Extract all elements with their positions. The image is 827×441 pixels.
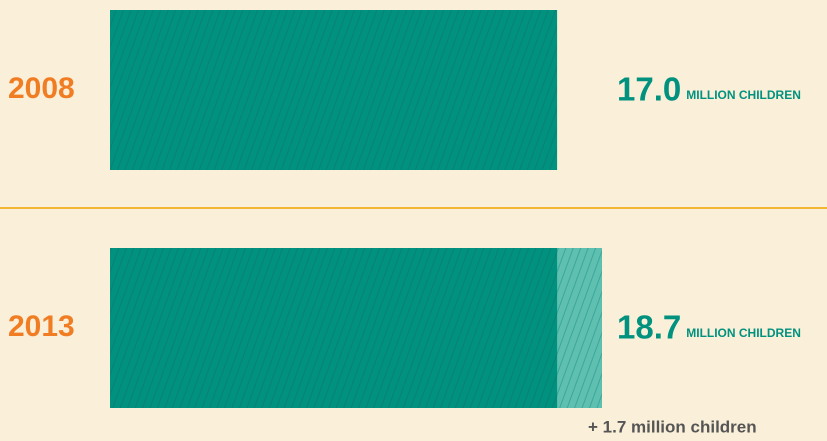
unit-label: MILLION CHILDREN xyxy=(686,88,801,102)
value-label: 17.0 xyxy=(617,71,681,108)
value-label: 18.7 xyxy=(617,309,681,346)
annotation: + 1.7 million children xyxy=(588,417,757,436)
category-label: 2013 xyxy=(8,310,75,343)
bar xyxy=(110,10,558,170)
bar xyxy=(110,248,602,408)
category-label: 2008 xyxy=(8,72,75,105)
bar-increase xyxy=(557,248,602,408)
unit-label: MILLION CHILDREN xyxy=(686,326,801,340)
